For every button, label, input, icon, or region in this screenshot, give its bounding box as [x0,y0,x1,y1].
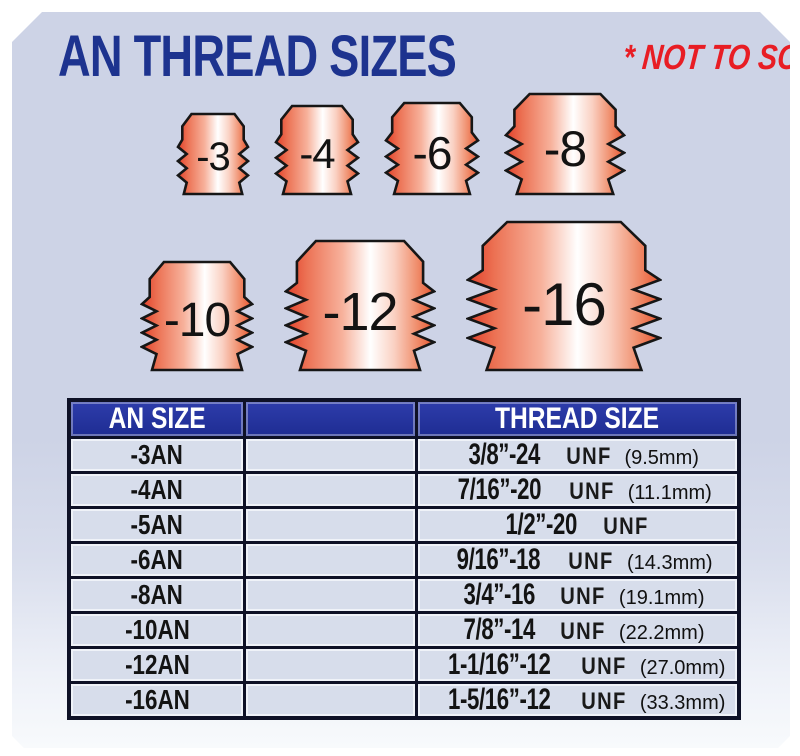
fitting-12: -12 [284,239,436,372]
table-row: -4AN 7/16”-20 UNF (11.1mm) [70,473,739,508]
fitting-shape-svg [284,239,436,372]
table-row: -12AN 1-1/16”-12 UNF (27.0mm) [70,648,739,683]
spacer-cell [245,578,417,613]
thread-size-cell: 9/16”-18 UNF (14.3mm) [417,543,739,578]
fitting-4: -4 [274,104,360,196]
thread-size-cell: 1-1/16”-12 UNF (27.0mm) [417,648,739,683]
table-row: -16AN 1-5/16”-12 UNF (33.3mm) [70,683,739,718]
fitting-3: -3 [176,112,250,196]
empty-header [245,401,417,438]
thread-size-cell: 3/4”-16 UNF (19.1mm) [417,578,739,613]
table-row: -3AN 3/8”-24 UNF (9.5mm) [70,438,739,473]
table-header-row: AN SIZE THREAD SIZE [70,401,739,438]
thread-size-cell: 7/16”-20 UNF (11.1mm) [417,473,739,508]
page-title: AN THREAD SIZES [58,24,457,89]
an-size-cell: -6AN [70,543,245,578]
spacer-cell [245,543,417,578]
an-size-table: AN SIZE THREAD SIZE -3AN 3/8”-24 UNF (9.5m… [68,399,740,719]
fitting-8: -8 [504,92,626,196]
an-size-cell: -5AN [70,508,245,543]
spacer-cell [245,683,417,718]
fitting-10: -10 [140,260,254,372]
thread-size-header: THREAD SIZE [417,401,739,438]
spacer-cell [245,438,417,473]
fitting-shape-svg [140,260,254,372]
fitting-shape-svg [274,104,360,196]
thread-size-cell: 1/2”-20 UNF [417,508,739,543]
spacer-cell [245,648,417,683]
table-row: -5AN 1/2”-20 UNF [70,508,739,543]
spacer-cell [245,613,417,648]
an-size-cell: -12AN [70,648,245,683]
not-to-scale-note: * NOT TO SCALE * [621,37,800,77]
table-row: -8AN 3/4”-16 UNF (19.1mm) [70,578,739,613]
an-size-cell: -16AN [70,683,245,718]
fittings-row-2: -10 -12 -16 [12,220,790,372]
thread-size-cell: 1-5/16”-12 UNF (33.3mm) [417,683,739,718]
table-row: -6AN 9/16”-18 UNF (14.3mm) [70,543,739,578]
an-size-cell: -3AN [70,438,245,473]
main-panel: AN THREAD SIZES * NOT TO SCALE * -3 -4 -… [12,12,790,748]
thread-size-cell: 3/8”-24 UNF (9.5mm) [417,438,739,473]
thread-size-cell: 7/8”-14 UNF (22.2mm) [417,613,739,648]
fittings-row-1: -3 -4 -6 -8 [12,92,790,196]
fitting-shape-svg [176,112,250,196]
title-row: AN THREAD SIZES * NOT TO SCALE * [12,12,790,86]
an-size-cell: -4AN [70,473,245,508]
spacer-cell [245,473,417,508]
fitting-shape-svg [466,220,662,372]
fitting-shape-svg [504,92,626,196]
an-size-cell: -10AN [70,613,245,648]
spacer-cell [245,508,417,543]
fitting-16: -16 [466,220,662,372]
fitting-6: -6 [384,101,480,196]
an-size-cell: -8AN [70,578,245,613]
an-size-header: AN SIZE [70,401,245,438]
table-row: -10AN 7/8”-14 UNF (22.2mm) [70,613,739,648]
fitting-shape-svg [384,101,480,196]
